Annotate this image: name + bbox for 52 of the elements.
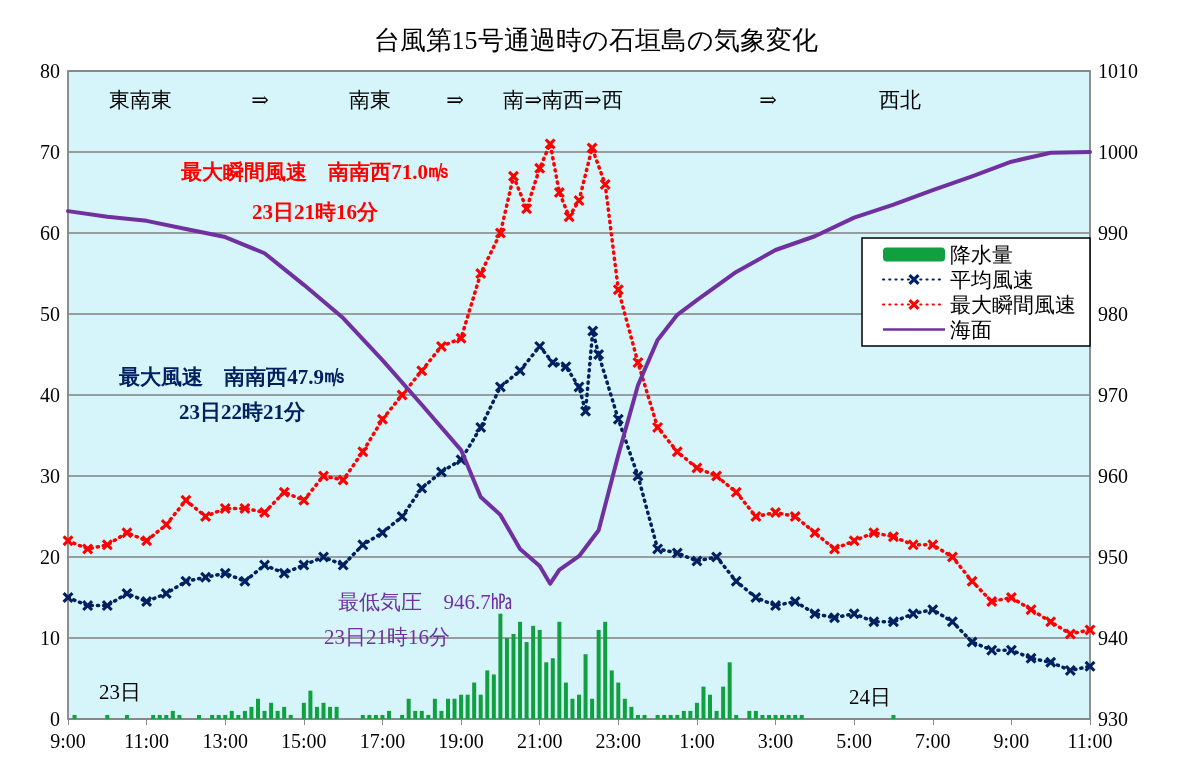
x-tick-label: 9:00 <box>993 730 1030 752</box>
annotation: 東南東 <box>108 88 172 112</box>
y-tick-label: 10 <box>40 627 60 649</box>
x-tick-label: 13:00 <box>202 730 249 752</box>
annotation: 23日21時16分 <box>324 625 450 649</box>
y2-tick-label: 990 <box>1098 222 1128 244</box>
legend-label: 海面 <box>950 317 992 342</box>
x-tick-label: 17:00 <box>359 730 406 752</box>
y2-tick-label: 930 <box>1098 708 1128 730</box>
annotation: 最低気圧 946.7㍱ <box>338 590 512 614</box>
y2-tick-label: 980 <box>1098 303 1128 325</box>
annotation: 最大風速 南南西47.9㎧ <box>118 365 345 389</box>
annotation: 23日 <box>99 680 141 704</box>
annotation: 23日21時16分 <box>252 200 379 224</box>
y-tick-label: 40 <box>40 384 60 406</box>
y-tick-label: 0 <box>50 708 60 730</box>
chart-title: 台風第15号通過時の石垣島の気象変化 <box>373 25 818 55</box>
legend-label: 平均風速 <box>950 267 1034 292</box>
x-tick-label: 7:00 <box>914 730 951 752</box>
y-tick-label: 50 <box>40 303 60 325</box>
annotation: 南東 <box>349 88 391 112</box>
x-tick-label: 9:00 <box>50 730 86 752</box>
annotation: ⇒ <box>446 88 464 112</box>
annotation: 24日 <box>849 685 891 709</box>
y2-tick-label: 940 <box>1098 627 1128 649</box>
legend-label: 降水量 <box>950 242 1013 267</box>
annotation: 最大瞬間風速 南南西71.0㎧ <box>180 160 449 184</box>
annotation: 西北 <box>879 88 921 112</box>
y-tick-label: 80 <box>40 60 60 82</box>
x-tick-label: 23:00 <box>595 730 642 752</box>
x-tick-label: 11:00 <box>1067 730 1113 752</box>
legend-label: 最大瞬間風速 <box>950 292 1076 317</box>
annotation: ⇒ <box>251 88 269 112</box>
y2-tick-label: 1000 <box>1098 141 1138 163</box>
x-tick-label: 3:00 <box>757 730 794 752</box>
y-tick-label: 60 <box>40 222 60 244</box>
annotation: 23日22時21分 <box>179 400 306 424</box>
y-tick-label: 70 <box>40 141 60 163</box>
x-tick-label: 15:00 <box>281 730 327 752</box>
y2-tick-label: 950 <box>1098 546 1128 568</box>
x-tick-label: 19:00 <box>438 730 484 752</box>
x-tick-label: 11:00 <box>124 730 170 752</box>
x-tick-label: 1:00 <box>679 730 715 752</box>
y2-tick-label: 960 <box>1098 465 1128 487</box>
x-tick-label: 21:00 <box>516 730 563 752</box>
y2-tick-label: 970 <box>1098 384 1128 406</box>
annotation: 南⇒南西⇒西 <box>503 88 623 112</box>
y2-tick-label: 1010 <box>1098 60 1138 82</box>
annotation: ⇒ <box>759 88 777 112</box>
y-tick-label: 30 <box>40 465 60 487</box>
y-tick-label: 20 <box>40 546 60 568</box>
x-tick-label: 5:00 <box>836 730 872 752</box>
